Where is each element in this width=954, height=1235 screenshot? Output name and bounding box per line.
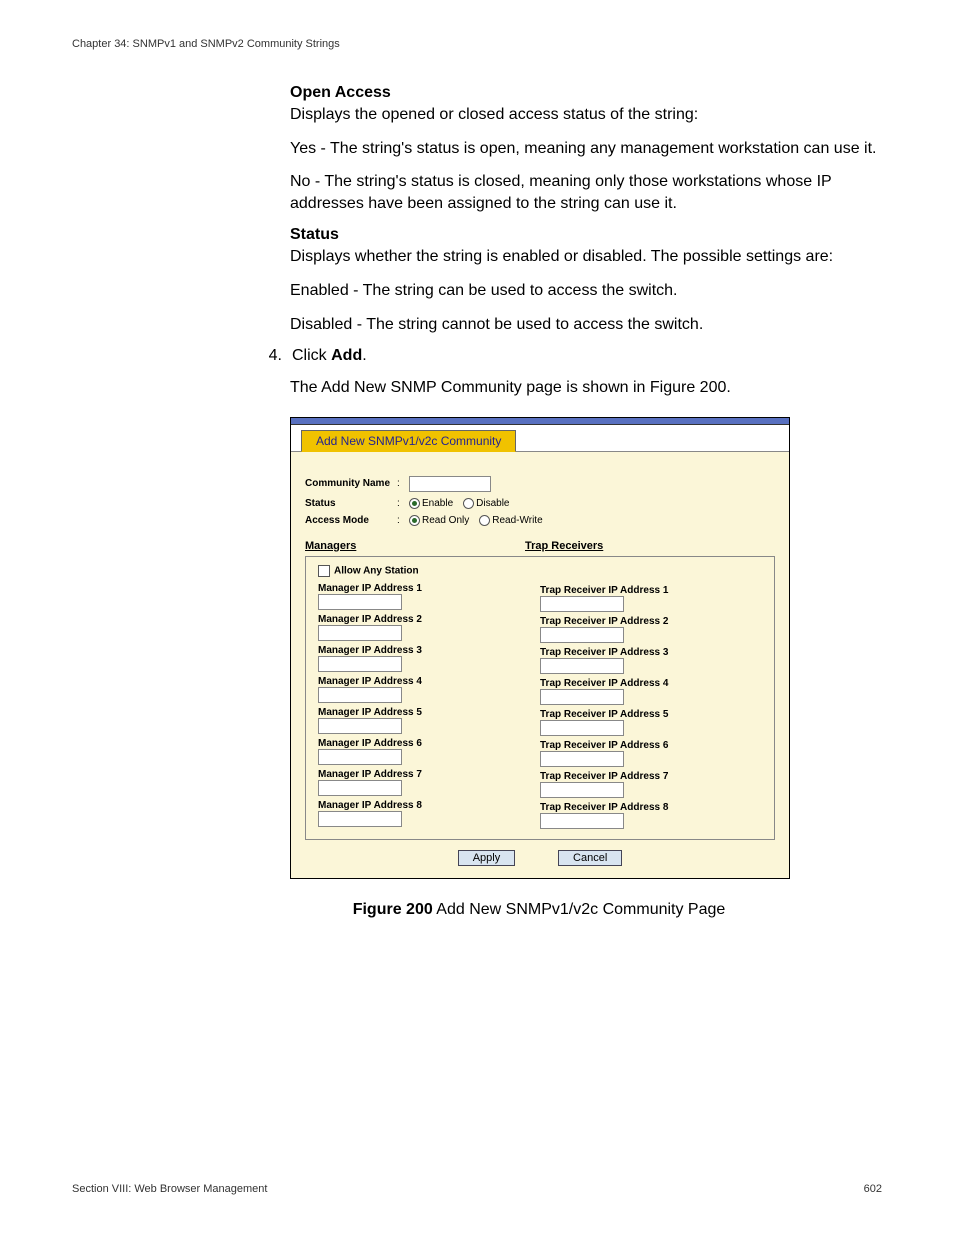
manager-ip-input-2[interactable] xyxy=(318,625,402,641)
trap-ip-label: Trap Receiver IP Address 8 xyxy=(540,802,762,813)
manager-ip-label: Manager IP Address 7 xyxy=(318,769,540,780)
status-row: Status : Enable Disable xyxy=(305,498,775,509)
trap-ip-input-5[interactable] xyxy=(540,720,624,736)
status-disable-text: Disable xyxy=(476,498,509,509)
allow-any-row: Allow Any Station xyxy=(318,565,540,577)
trap-ip-label: Trap Receiver IP Address 1 xyxy=(540,585,762,596)
ip-panel: Allow Any Station Manager IP Address 1 M… xyxy=(305,556,775,840)
trap-ip-label: Trap Receiver IP Address 5 xyxy=(540,709,762,720)
step-bold: Add xyxy=(331,347,362,364)
button-row: Apply Cancel xyxy=(305,850,775,866)
trap-ip-input-3[interactable] xyxy=(540,658,624,674)
access-readonly-text: Read Only xyxy=(422,515,469,526)
tab-add-community[interactable]: Add New SNMPv1/v2c Community xyxy=(301,430,516,452)
status-enable-text: Enable xyxy=(422,498,453,509)
manager-ip-label: Manager IP Address 5 xyxy=(318,707,540,718)
manager-ip-label: Manager IP Address 4 xyxy=(318,676,540,687)
step-4-followup: The Add New SNMP Community page is shown… xyxy=(290,377,882,399)
chapter-header: Chapter 34: SNMPv1 and SNMPv2 Community … xyxy=(72,38,882,50)
manager-ip-label: Manager IP Address 6 xyxy=(318,738,540,749)
status-text-2: Enabled - The string can be used to acce… xyxy=(290,280,882,302)
colon: : xyxy=(397,498,409,509)
step-number: 4. xyxy=(258,347,292,365)
footer-page: 602 xyxy=(864,1183,882,1195)
trap-ip-input-8[interactable] xyxy=(540,813,624,829)
community-name-row: Community Name : xyxy=(305,476,775,492)
status-text-1: Displays whether the string is enabled o… xyxy=(290,246,882,268)
colon: : xyxy=(397,515,409,526)
manager-ip-input-3[interactable] xyxy=(318,656,402,672)
figure-text: Add New SNMPv1/v2c Community Page xyxy=(433,901,726,918)
footer-section: Section VIII: Web Browser Management xyxy=(72,1183,267,1195)
titlebar-strip xyxy=(291,418,789,425)
status-text-3: Disabled - The string cannot be used to … xyxy=(290,314,882,336)
access-readwrite-text: Read-Write xyxy=(492,515,542,526)
open-access-heading: Open Access xyxy=(290,84,882,102)
access-mode-label: Access Mode xyxy=(305,515,397,526)
spacer xyxy=(540,565,762,583)
manager-ip-input-5[interactable] xyxy=(318,718,402,734)
manager-ip-input-8[interactable] xyxy=(318,811,402,827)
section-headers: Managers Trap Receivers xyxy=(305,540,775,552)
trap-ip-input-4[interactable] xyxy=(540,689,624,705)
manager-ip-input-4[interactable] xyxy=(318,687,402,703)
open-access-text-1: Displays the opened or closed access sta… xyxy=(290,104,882,126)
status-enable-radio[interactable] xyxy=(409,498,420,509)
step-4: 4. Click Add. xyxy=(290,347,882,365)
form-body: Community Name : Status : Enable Disable… xyxy=(291,452,789,878)
trap-ip-label: Trap Receiver IP Address 2 xyxy=(540,616,762,627)
manager-ip-label: Manager IP Address 3 xyxy=(318,645,540,656)
manager-ip-input-1[interactable] xyxy=(318,594,402,610)
trap-ip-input-6[interactable] xyxy=(540,751,624,767)
access-mode-row: Access Mode : Read Only Read-Write xyxy=(305,515,775,526)
trap-column: Trap Receiver IP Address 1 Trap Receiver… xyxy=(540,565,762,833)
manager-ip-label: Manager IP Address 8 xyxy=(318,800,540,811)
trap-receivers-header: Trap Receivers xyxy=(525,540,603,552)
apply-button[interactable]: Apply xyxy=(458,850,516,866)
manager-ip-label: Manager IP Address 1 xyxy=(318,583,540,594)
tab-row: Add New SNMPv1/v2c Community xyxy=(291,425,789,452)
trap-ip-input-2[interactable] xyxy=(540,627,624,643)
figure-caption: Figure 200 Add New SNMPv1/v2c Community … xyxy=(290,901,788,919)
trap-ip-label: Trap Receiver IP Address 6 xyxy=(540,740,762,751)
page-footer: Section VIII: Web Browser Management 602 xyxy=(72,1183,882,1195)
managers-header: Managers xyxy=(305,540,525,552)
step-text: Click Add. xyxy=(292,347,367,365)
screenshot-panel: Add New SNMPv1/v2c Community Community N… xyxy=(290,417,790,879)
cancel-button[interactable]: Cancel xyxy=(558,850,622,866)
status-disable-radio[interactable] xyxy=(463,498,474,509)
manager-ip-label: Manager IP Address 2 xyxy=(318,614,540,625)
trap-ip-label: Trap Receiver IP Address 3 xyxy=(540,647,762,658)
colon: : xyxy=(397,478,409,489)
allow-any-label: Allow Any Station xyxy=(334,565,419,576)
access-readonly-radio[interactable] xyxy=(409,515,420,526)
community-name-input[interactable] xyxy=(409,476,491,492)
open-access-text-3: No - The string's status is closed, mean… xyxy=(290,171,882,214)
allow-any-checkbox[interactable] xyxy=(318,565,330,577)
trap-ip-input-1[interactable] xyxy=(540,596,624,612)
step-prefix: Click xyxy=(292,347,331,364)
access-readwrite-radio[interactable] xyxy=(479,515,490,526)
trap-ip-label: Trap Receiver IP Address 7 xyxy=(540,771,762,782)
status-heading: Status xyxy=(290,226,882,244)
managers-column: Allow Any Station Manager IP Address 1 M… xyxy=(318,565,540,833)
manager-ip-input-7[interactable] xyxy=(318,780,402,796)
figure-number: Figure 200 xyxy=(353,901,433,918)
manager-ip-input-6[interactable] xyxy=(318,749,402,765)
step-suffix: . xyxy=(362,347,366,364)
community-name-label: Community Name xyxy=(305,478,397,489)
trap-ip-label: Trap Receiver IP Address 4 xyxy=(540,678,762,689)
status-label: Status xyxy=(305,498,397,509)
open-access-text-2: Yes - The string's status is open, meani… xyxy=(290,138,882,160)
trap-ip-input-7[interactable] xyxy=(540,782,624,798)
